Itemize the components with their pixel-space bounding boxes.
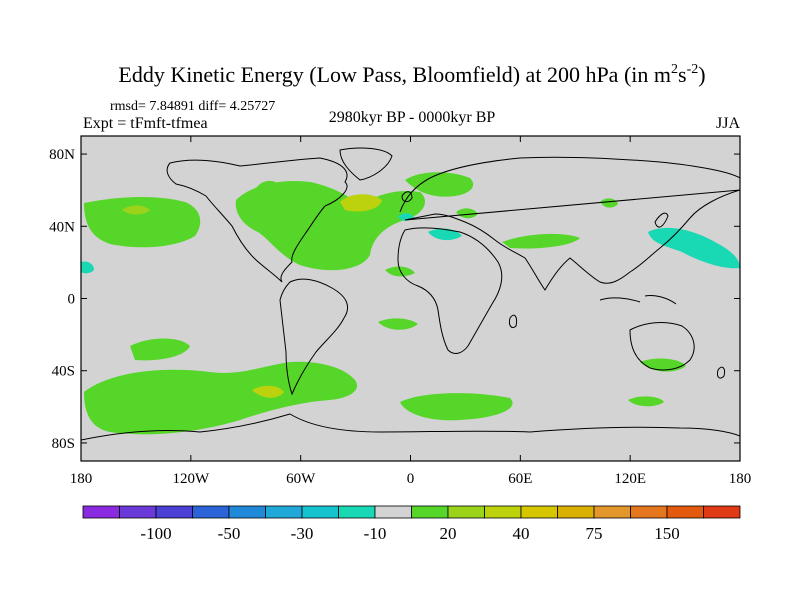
colorbar-swatch: [411, 505, 449, 519]
colorbar-label: -30: [291, 524, 314, 543]
lon-tick-label: 120E: [614, 471, 646, 487]
lon-tick-label: 0: [407, 471, 415, 487]
anomaly-region-labrador: [385, 266, 415, 277]
lat-tick-label: 80S: [52, 436, 75, 452]
colorbar-swatch: [338, 505, 376, 519]
period-label: 2980kyr BP - 0000kyr BP: [329, 109, 496, 126]
colorbar-swatch: [703, 505, 741, 519]
anomaly-region-asia: [502, 233, 580, 249]
colorbar-label: -50: [218, 524, 241, 543]
coastline-new-zealand: [717, 366, 725, 379]
lat-tick-label: 40N: [49, 219, 75, 235]
colorbar-swatch: [666, 505, 704, 519]
colorbar-swatch: [265, 505, 303, 519]
colorbar-swatch: [82, 505, 120, 519]
colorbar-swatch: [520, 505, 558, 519]
colorbar-swatch: [593, 505, 631, 519]
anomaly-region-natlantic-north: [405, 172, 474, 197]
anomaly-negative-mediterranean: [428, 228, 462, 241]
anomaly-region-himalaya: [600, 198, 618, 208]
anomaly-region-spacific-west: [130, 338, 190, 361]
anomaly-core-southern: [252, 385, 284, 398]
colorbar-swatch: [630, 505, 668, 519]
coastline-africa: [397, 227, 503, 354]
colorbar-label: -10: [364, 524, 387, 543]
anomaly-region-satlantic: [400, 393, 513, 421]
lon-tick-label: 60W: [286, 471, 316, 487]
figure-title: Eddy Kinetic Energy (Low Pass, Bloomfiel…: [118, 62, 705, 87]
stats-label: rmsd= 7.84891 diff= 4.25727: [110, 99, 275, 114]
coastline-eurasia: [399, 156, 740, 291]
anomaly-negative-dateline: [81, 261, 94, 274]
colorbar-label: 40: [513, 524, 530, 543]
colorbar-label: 150: [654, 524, 680, 543]
colorbar-label: -100: [140, 524, 171, 543]
longitude-axis: 180 120W 60W 0 60E 120E 180: [70, 136, 752, 487]
anomaly-region-sindian: [628, 396, 664, 407]
colorbar: [82, 505, 741, 519]
colorbar-swatch: [228, 505, 266, 519]
colorbar-swatch: [192, 505, 230, 519]
colorbar-swatch: [119, 505, 157, 519]
coastline-south-america: [279, 278, 348, 396]
anomaly-region-europe: [456, 208, 478, 219]
coastline-japan: [654, 212, 669, 228]
expt-label: Expt = tFmft-tfmea: [83, 115, 208, 132]
latitude-axis: 80N 40N 0 40S 80S: [49, 147, 740, 452]
colorbar-swatch: [447, 505, 485, 519]
anomaly-region-npacific: [84, 197, 201, 248]
lon-tick-label: 180: [729, 471, 752, 487]
anomaly-region-safrica: [378, 318, 418, 330]
colorbar-label: 75: [586, 524, 603, 543]
colorbar-swatch: [557, 505, 595, 519]
season-label: JJA: [716, 115, 740, 132]
anomaly-core-npacific: [122, 205, 150, 215]
coastlines: [81, 147, 740, 441]
anomaly-core-natlantic: [340, 194, 382, 212]
colorbar-swatch: [301, 505, 339, 519]
colorbar-swatch: [374, 505, 412, 519]
coastline-australia: [629, 322, 695, 371]
lat-tick-label: 80N: [49, 147, 75, 163]
colorbar-swatch: [155, 505, 193, 519]
colorbar-swatch: [484, 505, 522, 519]
colorbar-label: 20: [440, 524, 457, 543]
lat-tick-label: 40S: [52, 364, 75, 380]
coastline-british-isles: [401, 191, 413, 203]
coastline-madagascar: [509, 314, 517, 329]
coastline-greenland: [339, 147, 393, 181]
lat-tick-label: 0: [68, 292, 76, 308]
map-panel: 80N 40N 0 40S 80S 180 120W 60W 0 60E 120E 180: [49, 135, 752, 487]
coastline-antarctica: [81, 413, 740, 441]
colorbar-labels: -100 -50 -30 -10 20 40 75 150: [140, 524, 679, 543]
anomaly-region-canada: [256, 180, 280, 194]
coastline-north-america: [166, 157, 348, 283]
lon-tick-label: 120W: [172, 471, 210, 487]
lon-tick-label: 60E: [508, 471, 532, 487]
coastline-indonesia: [599, 295, 677, 305]
lon-tick-label: 180: [70, 471, 93, 487]
